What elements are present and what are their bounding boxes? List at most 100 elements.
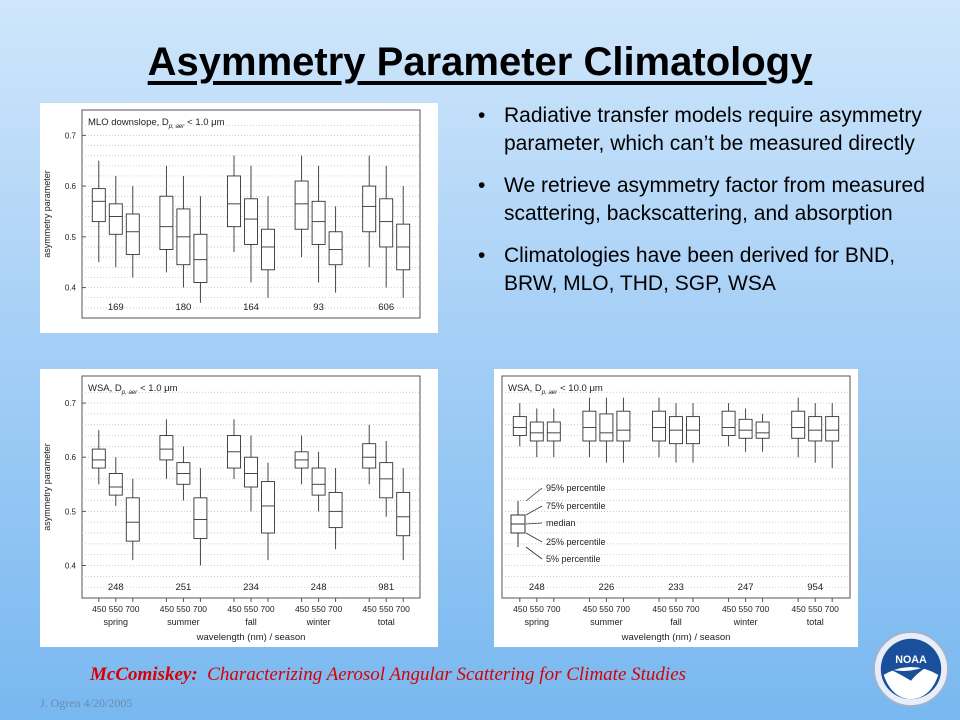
y-tick-label: 0.4	[65, 562, 77, 571]
logo-text: NOAA	[895, 654, 927, 666]
box	[311, 200, 326, 245]
plot-frame	[81, 109, 421, 319]
chart-svg: 0.4 0.5 0.6 0.7 asymmetry parameter WSA, Dp, …	[42, 375, 421, 643]
box	[294, 180, 309, 230]
bullet-dot-icon: •	[478, 244, 486, 267]
sample-count: 981	[378, 582, 394, 593]
box	[244, 456, 258, 488]
y-axis-label: asymmetry parameter	[42, 443, 52, 531]
wavelength-label: 450 550 700	[160, 604, 208, 614]
y-tick-label: 0.4	[65, 284, 77, 293]
key-pointer	[525, 505, 543, 516]
season-label: spring	[104, 617, 129, 627]
key-pointer	[525, 546, 543, 560]
citation-author: McComiskey:	[90, 664, 198, 685]
box	[599, 413, 614, 442]
box	[311, 467, 326, 496]
season-label: summer	[590, 617, 623, 627]
season-label: spring	[525, 617, 550, 627]
chart-wsa-1um: 0.4 0.5 0.6 0.7 asymmetry parameter WSA, Dp, …	[40, 369, 438, 647]
box	[362, 185, 377, 233]
sample-count: 248	[311, 582, 327, 593]
box	[328, 491, 343, 529]
key-label: 5% percentile	[546, 554, 601, 564]
box	[791, 410, 806, 439]
panel-label-sub: p, aer	[121, 390, 138, 396]
y-tick-label: 0.6	[65, 453, 77, 462]
sample-count: 164	[243, 302, 259, 313]
panel-label-cut: < 10.0 μm	[560, 383, 603, 394]
box	[244, 198, 258, 245]
sample-count: 248	[108, 582, 124, 593]
box	[159, 435, 174, 461]
season-label: total	[807, 617, 824, 627]
chart-svg: WSA, Dp, aer < 10.0 μm 248 450 550 700 sprin…	[501, 375, 851, 643]
sample-count: 247	[738, 582, 754, 593]
box	[616, 410, 631, 442]
box	[362, 443, 377, 469]
panel-label-cut: < 1.0 μm	[140, 383, 178, 394]
wavelength-label: 450 550 700	[227, 604, 275, 614]
bullet-item: • Climatologies have been derived for BND…	[478, 242, 948, 298]
box	[379, 198, 394, 248]
bullet-item: • We retrieve asymmetry factor from measu…	[478, 172, 948, 228]
box	[91, 188, 106, 223]
x-axis-label: wavelength (nm) / season	[621, 632, 731, 643]
footer-author: J. Ogren 4/20/2005	[40, 696, 133, 710]
sample-count: 169	[108, 302, 124, 313]
box	[91, 448, 106, 469]
panel-label-cut: < 1.0 μm	[187, 117, 225, 128]
box	[159, 195, 174, 250]
bullet-text: Radiative transfer models require asymme…	[504, 104, 922, 155]
box	[227, 175, 241, 228]
season-label: winter	[733, 617, 758, 627]
chart-mlo-downslope: 0.4 0.5 0.6 0.7 asymmetry parameter MLO downs…	[40, 103, 438, 333]
bullet-item: • Radiative transfer models require asymm…	[478, 102, 948, 158]
chart-svg: 0.4 0.5 0.6 0.7 asymmetry parameter MLO downs…	[42, 109, 421, 319]
sample-count: 233	[668, 582, 684, 593]
box	[108, 473, 123, 496]
panel-label-sub: p, aer	[168, 124, 185, 130]
key-label: 95% percentile	[546, 483, 606, 493]
sample-count: 251	[175, 582, 191, 593]
box	[808, 416, 823, 442]
wavelength-label: 450 550 700	[513, 604, 561, 614]
bullet-list: • Radiative transfer models require asymm…	[478, 102, 948, 312]
box	[825, 416, 840, 442]
wavelength-label: 450 550 700	[92, 604, 140, 614]
box	[738, 418, 753, 439]
box	[261, 228, 275, 271]
season-label: total	[378, 617, 395, 627]
x-axis-label: wavelength (nm) / season	[196, 632, 306, 643]
sample-count: 606	[378, 302, 394, 313]
citation-text: Characterizing Aerosol Angular Scatterin…	[207, 664, 687, 685]
box	[512, 416, 527, 437]
box	[652, 410, 666, 442]
y-tick-label: 0.5	[65, 233, 77, 242]
y-tick-label: 0.7	[65, 399, 77, 408]
wavelength-label: 450 550 700	[583, 604, 631, 614]
box	[582, 410, 597, 442]
y-tick-label: 0.5	[65, 507, 77, 516]
bullet-dot-icon: •	[478, 174, 486, 197]
box	[379, 462, 394, 499]
wavelength-label: 450 550 700	[363, 604, 411, 614]
sample-count: 234	[243, 582, 259, 593]
chart-wsa-10um: WSA, Dp, aer < 10.0 μm 248 450 550 700 sprin…	[494, 369, 858, 647]
panel-label: WSA, Dp, aer < 1.0 μm	[88, 383, 178, 396]
box	[125, 497, 140, 542]
sample-count: 954	[807, 582, 823, 593]
box	[261, 481, 275, 534]
panel-label-sub: p, aer	[541, 390, 558, 396]
box	[546, 421, 561, 442]
sample-count: 226	[598, 582, 614, 593]
box	[529, 421, 544, 442]
box	[721, 410, 736, 437]
key-pointer	[525, 532, 543, 543]
box	[108, 203, 123, 235]
box	[193, 233, 208, 283]
season-label: fall	[245, 617, 257, 627]
wavelength-label: 450 550 700	[652, 604, 700, 614]
panel-label: WSA, Dp, aer < 10.0 μm	[508, 383, 603, 396]
sample-count: 93	[313, 302, 324, 313]
